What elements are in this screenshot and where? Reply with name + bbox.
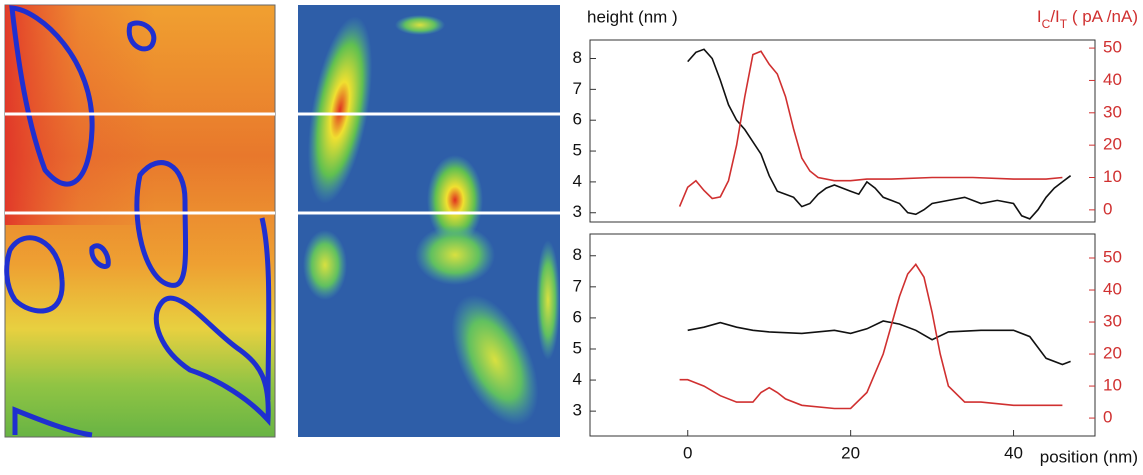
y-tick-label: 7: [573, 79, 582, 98]
y2-tick-label: 40: [1103, 280, 1122, 299]
y-tick-label: 4: [573, 370, 582, 389]
x-tick-label: 40: [1004, 443, 1023, 462]
height-map: [4, 4, 276, 438]
y-tick-label: 3: [573, 401, 582, 420]
data-line: [678, 50, 1063, 207]
y2-axis-label-part: T: [1060, 17, 1068, 31]
y2-tick-label: 0: [1103, 408, 1112, 427]
y-tick-label: 5: [573, 338, 582, 357]
y2-tick-label: 40: [1103, 70, 1122, 89]
y-tick-label: 7: [573, 276, 582, 295]
current-map: [298, 5, 560, 437]
y2-axis-label-part: C: [1042, 17, 1051, 31]
y2-tick-label: 10: [1103, 167, 1122, 186]
y-tick-label: 8: [573, 245, 582, 264]
plot-frame: [589, 39, 1096, 223]
y2-axis-label-part: /I: [1050, 7, 1059, 26]
y2-tick-label: 10: [1103, 376, 1122, 395]
y-axis-label: height (nm ): [587, 7, 678, 26]
plot-frame: [589, 233, 1096, 437]
y-tick-label: 4: [573, 171, 582, 190]
y2-tick-label: 50: [1103, 38, 1122, 57]
x-axis-label: position (nm): [1040, 447, 1138, 466]
x-tick-label: 0: [683, 443, 692, 462]
data-line: [687, 48, 1072, 220]
data-line: [687, 320, 1071, 366]
y2-axis-label-part: ( pA /nA): [1067, 7, 1138, 26]
y2-tick-label: 0: [1103, 199, 1112, 218]
y2-axis-label: IC/IT ( pA /nA): [1037, 7, 1138, 31]
y2-tick-label: 30: [1103, 102, 1122, 121]
y2-tick-label: 20: [1103, 344, 1122, 363]
x-tick-label: 20: [841, 443, 860, 462]
y2-tick-label: 20: [1103, 135, 1122, 154]
y2-tick-label: 30: [1103, 312, 1122, 331]
data-line: [679, 263, 1063, 410]
y-tick-label: 6: [573, 110, 582, 129]
y-tick-label: 5: [573, 141, 582, 160]
y2-tick-label: 50: [1103, 247, 1122, 266]
y-tick-label: 6: [573, 307, 582, 326]
y-tick-label: 3: [573, 202, 582, 221]
y-tick-label: 8: [573, 48, 582, 67]
y2-axis-label-part: I: [1037, 7, 1042, 26]
